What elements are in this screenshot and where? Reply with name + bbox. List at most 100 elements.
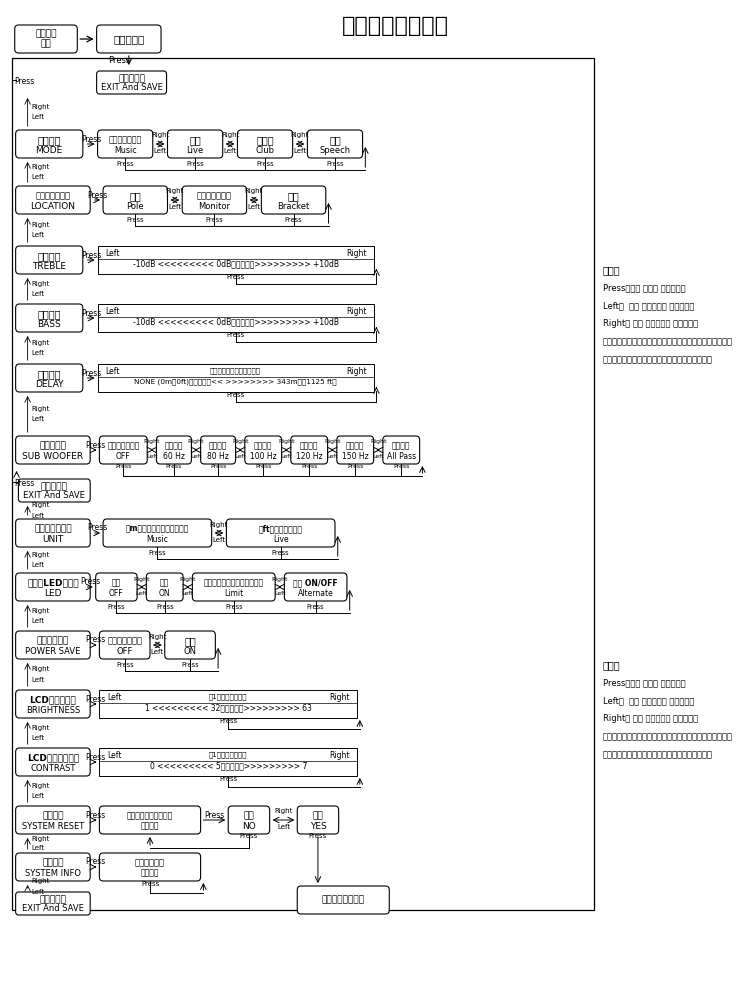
FancyBboxPatch shape: [97, 71, 166, 94]
Text: 确定: 确定: [313, 812, 323, 821]
Text: UNIT: UNIT: [43, 535, 63, 544]
Text: Club: Club: [256, 146, 275, 155]
Text: Press: Press: [81, 368, 101, 377]
Text: Right: Right: [329, 692, 350, 702]
FancyBboxPatch shape: [99, 806, 201, 834]
FancyBboxPatch shape: [245, 436, 281, 464]
Text: 俱乐部: 俱乐部: [256, 135, 274, 145]
Text: 退出并保存: 退出并保存: [118, 75, 145, 84]
FancyBboxPatch shape: [99, 436, 147, 464]
Text: 作为系统压限指示（默认值）: 作为系统压限指示（默认值）: [204, 579, 264, 588]
Bar: [98, 246, 374, 274]
Text: Press: Press: [86, 636, 106, 645]
Text: Press: Press: [87, 190, 107, 200]
Text: Pole: Pole: [127, 202, 144, 211]
Text: Right: Right: [31, 836, 50, 842]
Text: 备注：: 备注：: [603, 660, 621, 670]
Text: Press: Press: [116, 662, 134, 668]
Text: Press: Press: [256, 161, 274, 167]
FancyBboxPatch shape: [15, 25, 78, 53]
Text: Press: Press: [206, 217, 223, 223]
Text: Left: Left: [213, 537, 225, 543]
Text: 截止频率: 截止频率: [254, 442, 272, 451]
Text: Press: Press: [141, 881, 159, 887]
Text: Right: Right: [31, 783, 50, 789]
Text: 以ft（英尺）为单位: 以ft（英尺）为单位: [259, 525, 303, 534]
Text: Music: Music: [146, 535, 169, 544]
Text: LOCATION: LOCATION: [31, 202, 75, 211]
Text: 以m（米）为单位（默认值）: 以m（米）为单位（默认值）: [125, 525, 189, 534]
Text: Press: Press: [87, 524, 107, 532]
Text: 截止频率: 截止频率: [209, 442, 228, 451]
Text: -10dB <<<<<<<<< 0dB（默认值）>>>>>>>>> +10dB: -10dB <<<<<<<<< 0dB（默认值）>>>>>>>>> +10dB: [133, 259, 339, 268]
Text: 系统信息: 系统信息: [43, 859, 63, 868]
FancyBboxPatch shape: [168, 130, 223, 158]
Text: Left：  表示 逆时针旋转 旋转编码器: Left： 表示 逆时针旋转 旋转编码器: [603, 696, 695, 705]
Text: Right: Right: [166, 188, 184, 194]
Text: 80 Hz: 80 Hz: [207, 452, 229, 461]
Text: -10dB <<<<<<<<< 0dB（默认值）>>>>>>>>> +10dB: -10dB <<<<<<<<< 0dB（默认值）>>>>>>>>> +10dB: [133, 318, 339, 326]
Text: Press: Press: [393, 464, 410, 468]
Text: Left: Left: [31, 512, 45, 518]
FancyBboxPatch shape: [337, 436, 374, 464]
FancyBboxPatch shape: [226, 519, 335, 547]
Text: Press: Press: [347, 464, 363, 468]
Text: ON: ON: [159, 589, 171, 598]
Text: 超低音设置: 超低音设置: [40, 442, 66, 451]
FancyBboxPatch shape: [291, 436, 327, 464]
Text: 现场: 现场: [189, 135, 201, 145]
Text: Right: Right: [31, 340, 50, 346]
Text: Right: Right: [245, 188, 263, 194]
Text: Live: Live: [273, 535, 289, 544]
Text: 截止频率: 截止频率: [346, 442, 365, 451]
Text: POWER SAVE: POWER SAVE: [25, 647, 81, 656]
Text: Press: Press: [15, 480, 35, 488]
Text: CONTRAST: CONTRAST: [31, 764, 75, 773]
Bar: [98, 304, 374, 332]
Text: Right: Right: [31, 552, 50, 558]
Text: Left: Left: [107, 750, 122, 760]
FancyBboxPatch shape: [16, 130, 83, 158]
Text: 系统延时的单位: 系统延时的单位: [34, 525, 72, 534]
Text: Right: Right: [272, 576, 288, 582]
Text: 截止频率: 截止频率: [300, 442, 319, 451]
Text: 关闭: 关闭: [112, 579, 121, 588]
FancyBboxPatch shape: [16, 853, 90, 881]
Text: 退出并保存: 退出并保存: [40, 896, 66, 905]
Text: Right: Right: [148, 634, 166, 640]
Text: LED: LED: [44, 589, 62, 598]
FancyBboxPatch shape: [16, 436, 90, 464]
FancyBboxPatch shape: [157, 436, 192, 464]
Text: Left: Left: [31, 291, 45, 297]
Text: Right: Right: [31, 666, 50, 672]
Text: EXIT And SAVE: EXIT And SAVE: [101, 83, 163, 92]
Text: ON: ON: [184, 647, 196, 656]
FancyBboxPatch shape: [383, 436, 420, 464]
Text: Press: Press: [272, 550, 289, 556]
Text: Left: Left: [31, 350, 45, 356]
Text: Right: Right: [31, 406, 50, 412]
Text: Right: Right: [210, 522, 228, 528]
Text: 开机值：指设备在每次开机时所固定使用的参数值: 开机值：指设备在每次开机时所固定使用的参数值: [603, 355, 712, 364]
Text: 以1为最小调节间隔: 以1为最小调节间隔: [209, 752, 248, 758]
Text: Press: Press: [204, 810, 225, 820]
Text: 开始: 开始: [160, 579, 169, 588]
Text: Right: Right: [221, 132, 239, 138]
FancyBboxPatch shape: [182, 186, 247, 214]
Text: Right: Right: [31, 222, 50, 228]
Text: Left: Left: [277, 824, 290, 830]
Text: Live: Live: [186, 146, 204, 155]
Text: Press: Press: [181, 662, 199, 668]
Text: 壁挂: 壁挂: [288, 191, 299, 201]
Text: Right: Right: [31, 608, 50, 614]
Text: Press: Press: [80, 578, 100, 586]
Text: Left: Left: [274, 591, 286, 596]
Text: Press: Press: [326, 161, 344, 167]
Text: 保存系统
参数: 保存系统 参数: [35, 29, 57, 49]
Text: Press: Press: [86, 440, 106, 450]
Text: Press: Press: [107, 604, 125, 610]
Text: Press: Press: [86, 810, 106, 820]
Text: Left: Left: [190, 454, 202, 459]
Text: Left: Left: [31, 846, 45, 852]
Text: Right: Right: [31, 104, 50, 110]
